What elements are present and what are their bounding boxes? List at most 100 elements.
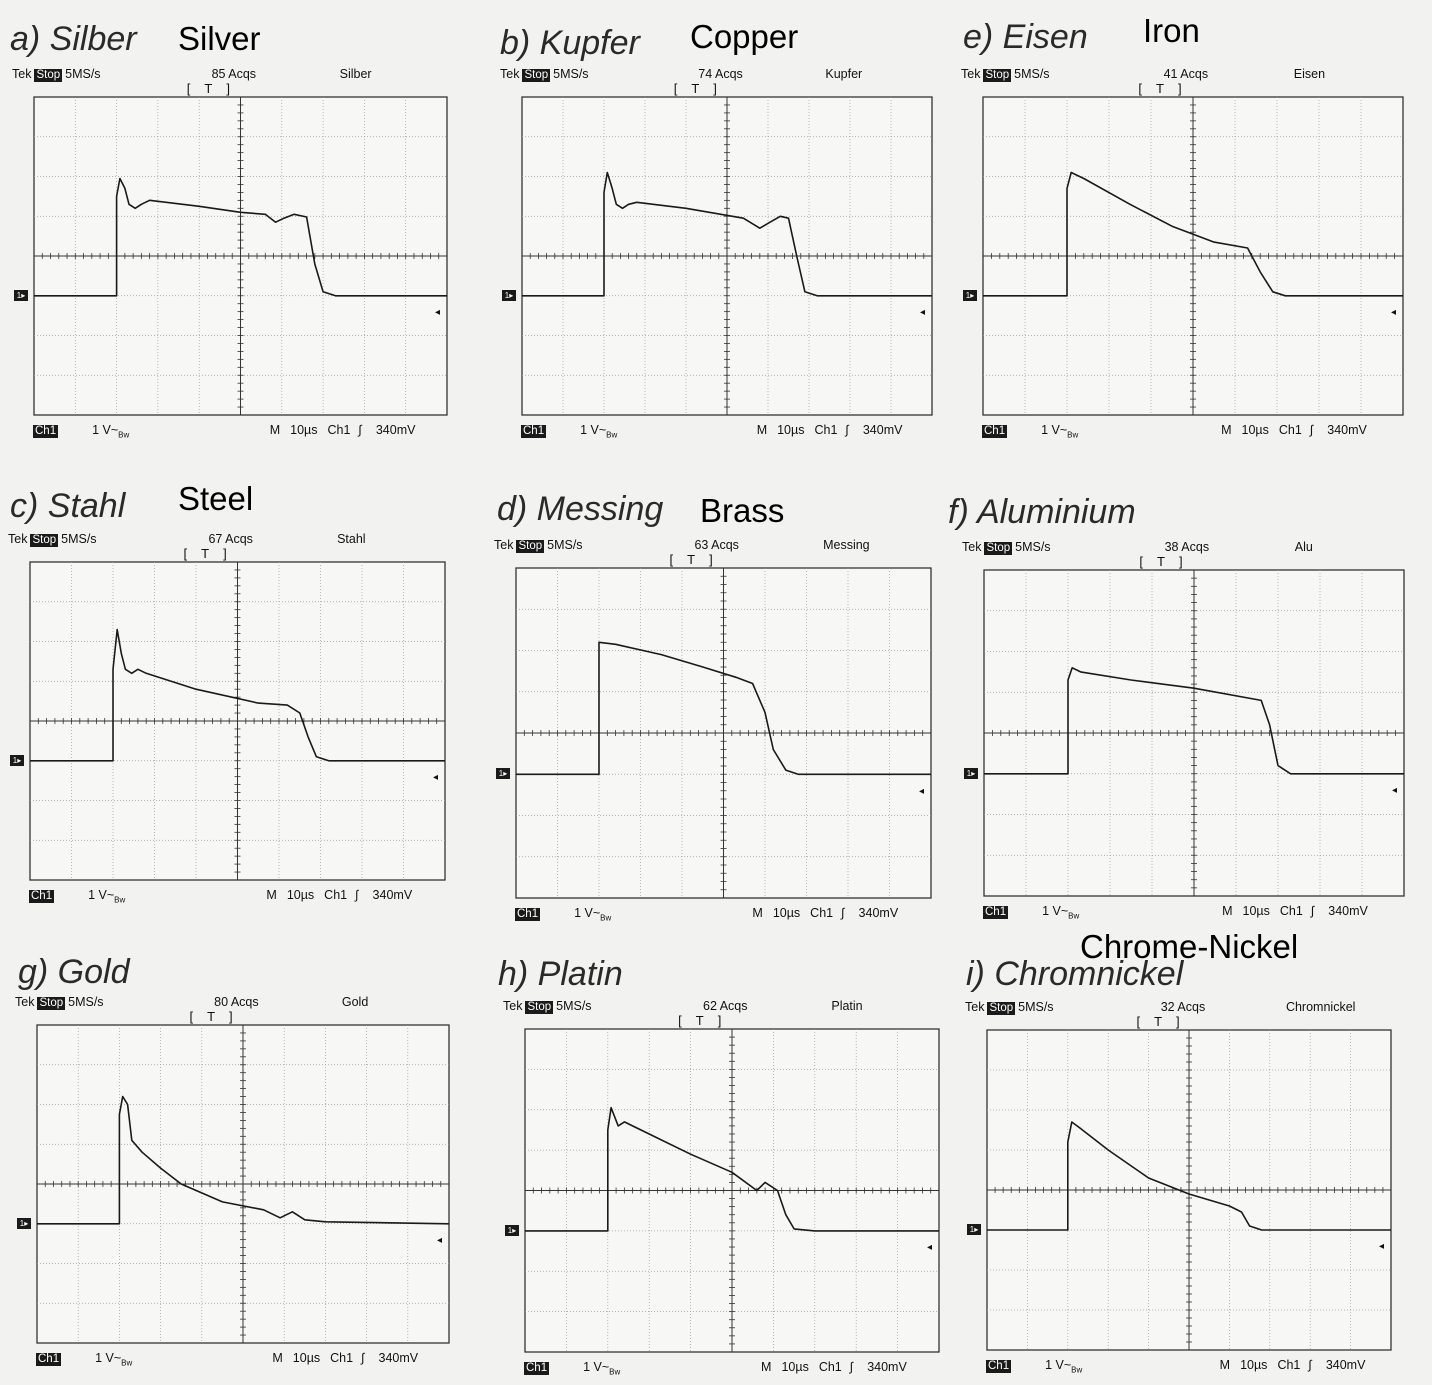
- bandwidth-limit: Bw: [1068, 911, 1080, 921]
- bracket-left: [: [673, 81, 678, 96]
- trigger-channel: Ch1: [814, 423, 838, 437]
- trigger-channel: Ch1: [324, 888, 348, 902]
- stop-badge: Stop: [983, 69, 1012, 82]
- ground-marker: 1▸: [963, 289, 977, 301]
- brand-label: Tek: [500, 67, 520, 81]
- panel-translation: Silver: [178, 20, 261, 57]
- bracket-right: ]: [1176, 1014, 1180, 1029]
- stop-badge: Stop: [516, 540, 545, 553]
- ground-marker: 1▸: [496, 768, 510, 780]
- bracket-left: [: [1136, 1014, 1141, 1029]
- acquisition-count: 41 Acqs: [1163, 67, 1209, 81]
- bracket-left: [: [1139, 554, 1144, 569]
- channel-label: Silber: [339, 67, 372, 81]
- trigger-window: [T]: [189, 1009, 232, 1024]
- trigger-level: 340mV: [1325, 1358, 1366, 1372]
- trigger-level: 340mV: [1328, 904, 1368, 918]
- trigger-level: 340mV: [375, 423, 416, 437]
- signal-trace: [984, 667, 1404, 775]
- rising-edge-icon: ∫: [1308, 1358, 1312, 1372]
- ch1-badge: Ch1: [524, 1362, 550, 1375]
- time-per-div: 10µs: [1240, 1358, 1268, 1372]
- scope-footer: Ch1 1 V~Bw M 10µs Ch1 ∫ 340mV: [29, 888, 412, 905]
- signal-trace: [525, 1106, 939, 1232]
- brand-label: Tek: [965, 1000, 985, 1014]
- timebase-mode: M: [266, 888, 277, 902]
- ch1-badge: Ch1: [982, 425, 1008, 438]
- acquisition-count: 80 Acqs: [214, 995, 259, 1009]
- trigger-level: 340mV: [372, 888, 413, 902]
- trigger-channel: Ch1: [1278, 423, 1302, 437]
- trigger-label: T: [695, 1013, 704, 1028]
- channel-label: Eisen: [1293, 67, 1326, 81]
- volts-per-div: 1 V~: [574, 906, 601, 920]
- bracket-right: ]: [223, 546, 227, 561]
- rising-edge-icon: ∫: [845, 423, 849, 437]
- time-per-div: 10µs: [290, 423, 318, 437]
- channel-label: Chromnickel: [1285, 1000, 1356, 1014]
- signal-trace: [983, 171, 1403, 297]
- scope-header-left: Tek Stop 5MS/s: [503, 999, 592, 1014]
- timebase-mode: M: [761, 1360, 772, 1374]
- acquisition-count: 85 Acqs: [211, 67, 257, 81]
- panel-title: g) Gold: [18, 953, 130, 991]
- stop-badge: Stop: [37, 997, 66, 1010]
- volts-per-div: 1 V~: [583, 1360, 610, 1374]
- bandwidth-limit: Bw: [606, 430, 618, 440]
- bracket-right: ]: [1178, 554, 1183, 569]
- graticule-g: [36, 1024, 450, 1344]
- acquisition-count: 67 Acqs: [208, 532, 253, 546]
- bracket-left: [: [186, 81, 191, 96]
- ch1-badge: Ch1: [515, 908, 541, 921]
- trigger-label: T: [1157, 554, 1165, 569]
- panel-title: e) Eisen: [963, 18, 1088, 56]
- signal-trace: [30, 628, 445, 762]
- timebase-mode: M: [272, 1351, 283, 1365]
- graticule-c: [29, 561, 446, 881]
- scope-footer: Ch1 1 V~Bw M 10µs Ch1 ∫ 340mV: [986, 1358, 1365, 1375]
- time-per-div: 10µs: [781, 1360, 809, 1374]
- trigger-level-arrow: ◂: [919, 785, 925, 797]
- scope-footer: Ch1 1 V~Bw M 10µs Ch1 ∫ 340mV: [33, 423, 415, 440]
- rising-edge-icon: ∫: [1310, 904, 1315, 918]
- volts-per-div: 1 V~: [1045, 1358, 1072, 1372]
- time-per-div: 10µs: [286, 888, 315, 902]
- sample-rate: 5MS/s: [68, 995, 104, 1009]
- stop-badge: Stop: [34, 69, 63, 82]
- ch1-badge: Ch1: [36, 1353, 62, 1366]
- volts-per-div: 1 V~: [1041, 423, 1068, 437]
- time-per-div: 10µs: [772, 906, 801, 920]
- ground-marker: 1▸: [17, 1217, 31, 1229]
- panel-translation: Brass: [700, 492, 785, 529]
- graticule-i: [986, 1029, 1392, 1351]
- scope-footer: Ch1 1 V~Bw M 10µs Ch1 ∫ 340mV: [515, 906, 898, 923]
- scope-header-left: Tek Stop 5MS/s: [494, 538, 583, 553]
- time-per-div: 10µs: [777, 423, 805, 437]
- panel-title: c) Stahl: [10, 487, 126, 525]
- trigger-level: 340mV: [1327, 423, 1367, 437]
- trigger-level-arrow: ◂: [920, 306, 926, 318]
- bracket-right: ]: [229, 1009, 233, 1024]
- sample-rate: 5MS/s: [1014, 67, 1050, 81]
- channel-label: Kupfer: [825, 67, 863, 81]
- ground-marker: 1▸: [505, 1224, 519, 1236]
- bracket-left: [: [678, 1013, 682, 1028]
- panel-translation: Iron: [1143, 12, 1200, 49]
- brand-label: Tek: [961, 67, 981, 81]
- trigger-level: 340mV: [378, 1351, 419, 1365]
- panel-title: b) Kupfer: [500, 24, 640, 62]
- sample-rate: 5MS/s: [556, 999, 592, 1013]
- volts-per-div: 1 V~: [580, 423, 607, 437]
- stop-badge: Stop: [522, 69, 551, 82]
- timebase-mode: M: [1219, 1358, 1231, 1372]
- trigger-channel: Ch1: [327, 423, 351, 437]
- timebase-mode: M: [269, 423, 281, 437]
- trigger-label: T: [204, 81, 213, 96]
- bracket-left: [: [669, 552, 674, 567]
- trigger-level-arrow: ◂: [1391, 306, 1397, 318]
- brand-label: Tek: [12, 67, 32, 81]
- acquisition-count: 74 Acqs: [698, 67, 743, 81]
- acquisition-count: 63 Acqs: [694, 538, 739, 552]
- ch1-badge: Ch1: [33, 425, 59, 438]
- timebase-mode: M: [1222, 904, 1233, 918]
